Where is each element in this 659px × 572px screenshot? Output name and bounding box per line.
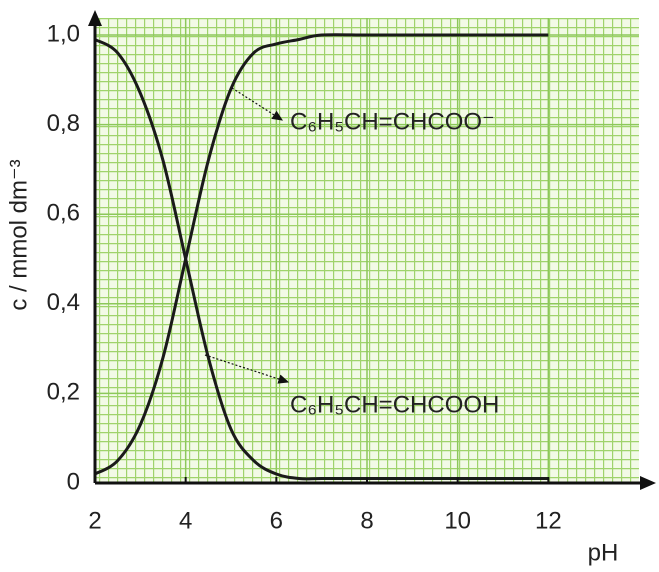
y-tick-label: 0,2: [47, 379, 80, 406]
x-tick-label: 8: [360, 507, 373, 534]
y-tick-label: 0: [67, 468, 80, 495]
y-tick-label: 0,8: [47, 110, 80, 137]
series-label: C₆H₅CH=CHCOOH: [290, 391, 499, 418]
x-tick-label: 4: [179, 507, 192, 534]
x-tick-label: 10: [444, 507, 471, 534]
annotation-arrow: [231, 87, 284, 121]
data-line: [94, 33, 549, 476]
y-tick-label: 0,6: [47, 200, 80, 227]
data-line: [94, 38, 549, 481]
x-axis-label: pH: [588, 539, 619, 566]
x-tick-label: 2: [88, 507, 101, 534]
x-tick-label: 12: [535, 507, 562, 534]
series-label: C₆H₅CH=CHCOO⁻: [290, 108, 495, 135]
y-axis-label: c / mmol dm⁻³: [5, 159, 32, 310]
y-tick-label: 0,4: [47, 289, 80, 316]
x-axis-arrow: [640, 476, 656, 490]
x-tick-label: 6: [270, 507, 283, 534]
y-axis-arrow: [88, 10, 102, 26]
annotation-arrow: [204, 354, 290, 384]
y-tick-label: 1,0: [47, 20, 80, 47]
